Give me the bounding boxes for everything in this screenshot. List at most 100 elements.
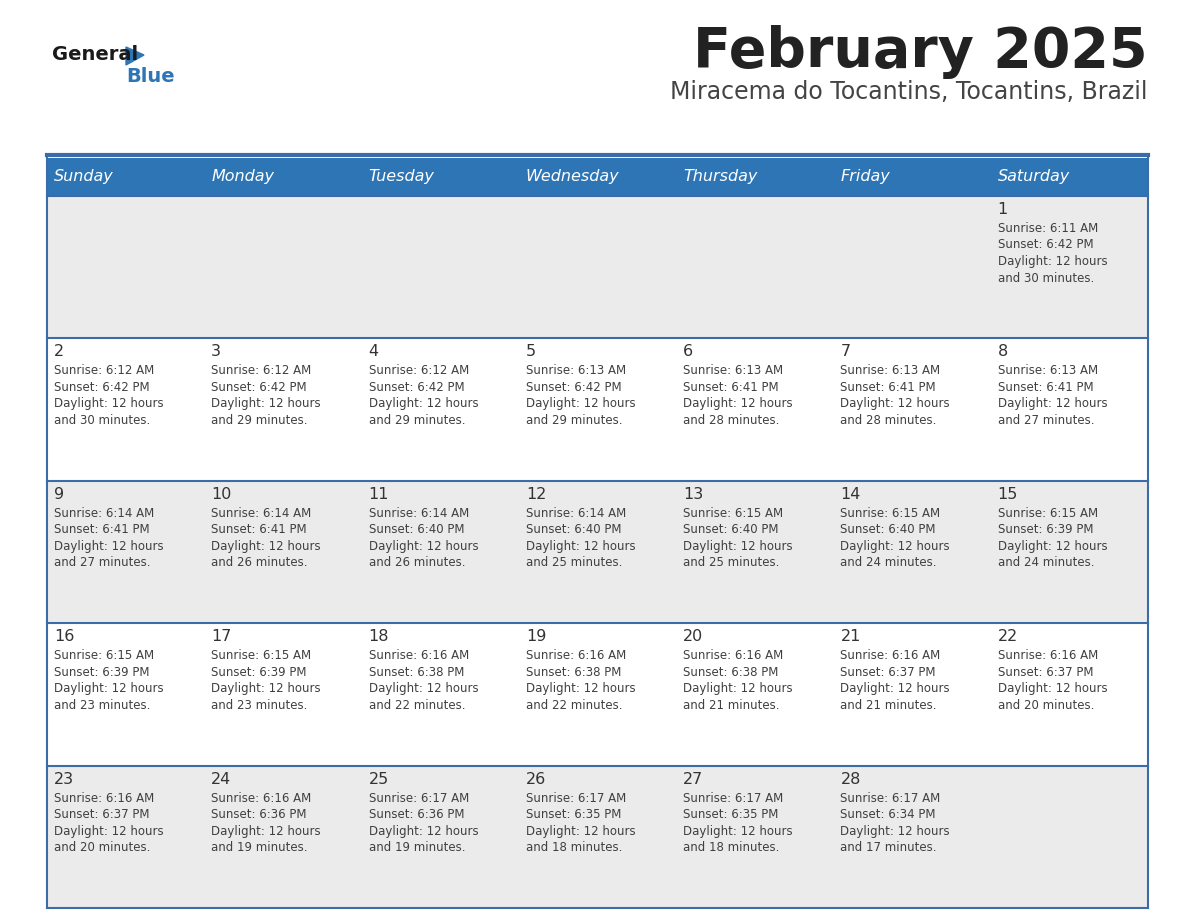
Text: 6: 6 (683, 344, 694, 360)
Text: 23: 23 (53, 772, 74, 787)
Text: Daylight: 12 hours: Daylight: 12 hours (53, 682, 164, 695)
Text: Daylight: 12 hours: Daylight: 12 hours (683, 682, 792, 695)
Bar (676, 766, 834, 908)
Polygon shape (126, 47, 144, 65)
Bar (991, 481, 1148, 623)
Bar (834, 339, 991, 481)
Bar (676, 623, 834, 766)
Text: and 30 minutes.: and 30 minutes. (53, 414, 150, 427)
Text: Sunset: 6:41 PM: Sunset: 6:41 PM (211, 523, 307, 536)
Bar (48, 766, 204, 908)
Bar (834, 158, 991, 196)
Text: and 27 minutes.: and 27 minutes. (998, 414, 1094, 427)
Text: Daylight: 12 hours: Daylight: 12 hours (840, 682, 950, 695)
Text: and 18 minutes.: and 18 minutes. (683, 841, 779, 854)
Bar (361, 158, 519, 196)
Text: Sunset: 6:36 PM: Sunset: 6:36 PM (368, 808, 465, 821)
Text: Sunrise: 6:15 AM: Sunrise: 6:15 AM (998, 507, 1098, 520)
Text: 16: 16 (53, 629, 75, 644)
Text: Daylight: 12 hours: Daylight: 12 hours (53, 824, 164, 837)
Bar (204, 766, 361, 908)
Text: and 29 minutes.: and 29 minutes. (368, 414, 465, 427)
Text: Sunrise: 6:16 AM: Sunrise: 6:16 AM (526, 649, 626, 662)
Text: Daylight: 12 hours: Daylight: 12 hours (998, 682, 1107, 695)
Bar (519, 339, 676, 481)
Text: Daylight: 12 hours: Daylight: 12 hours (53, 397, 164, 410)
Text: Miracema do Tocantins, Tocantins, Brazil: Miracema do Tocantins, Tocantins, Brazil (670, 80, 1148, 104)
Text: Sunrise: 6:13 AM: Sunrise: 6:13 AM (998, 364, 1098, 377)
Text: 21: 21 (840, 629, 861, 644)
Text: Sunrise: 6:16 AM: Sunrise: 6:16 AM (683, 649, 783, 662)
Bar (48, 623, 204, 766)
Text: 7: 7 (840, 344, 851, 360)
Text: 28: 28 (840, 772, 861, 787)
Text: Sunrise: 6:17 AM: Sunrise: 6:17 AM (683, 791, 783, 804)
Text: Sunset: 6:35 PM: Sunset: 6:35 PM (526, 808, 621, 821)
Text: Sunset: 6:40 PM: Sunset: 6:40 PM (526, 523, 621, 536)
Text: Sunset: 6:42 PM: Sunset: 6:42 PM (211, 381, 307, 394)
Text: 27: 27 (683, 772, 703, 787)
Bar (361, 766, 519, 908)
Text: Daylight: 12 hours: Daylight: 12 hours (368, 682, 479, 695)
Text: 17: 17 (211, 629, 232, 644)
Bar (48, 339, 204, 481)
Text: Daylight: 12 hours: Daylight: 12 hours (53, 540, 164, 553)
Text: Sunset: 6:39 PM: Sunset: 6:39 PM (211, 666, 307, 678)
Text: Sunset: 6:38 PM: Sunset: 6:38 PM (526, 666, 621, 678)
Text: 13: 13 (683, 487, 703, 502)
Bar (676, 158, 834, 196)
Text: Sunset: 6:40 PM: Sunset: 6:40 PM (683, 523, 778, 536)
Text: Daylight: 12 hours: Daylight: 12 hours (526, 540, 636, 553)
Text: and 23 minutes.: and 23 minutes. (211, 699, 308, 711)
Text: Sunrise: 6:13 AM: Sunrise: 6:13 AM (526, 364, 626, 377)
Text: Sunrise: 6:14 AM: Sunrise: 6:14 AM (526, 507, 626, 520)
Text: Sunset: 6:38 PM: Sunset: 6:38 PM (368, 666, 465, 678)
Text: and 28 minutes.: and 28 minutes. (683, 414, 779, 427)
Text: and 22 minutes.: and 22 minutes. (526, 699, 623, 711)
Text: Sunrise: 6:16 AM: Sunrise: 6:16 AM (53, 791, 154, 804)
Bar (48, 196, 204, 339)
Text: 2: 2 (53, 344, 64, 360)
Text: Sunrise: 6:14 AM: Sunrise: 6:14 AM (53, 507, 154, 520)
Text: 12: 12 (526, 487, 546, 502)
Bar (991, 196, 1148, 339)
Text: and 19 minutes.: and 19 minutes. (211, 841, 308, 854)
Text: 22: 22 (998, 629, 1018, 644)
Text: 4: 4 (368, 344, 379, 360)
Text: and 29 minutes.: and 29 minutes. (526, 414, 623, 427)
Text: Sunset: 6:42 PM: Sunset: 6:42 PM (998, 239, 1093, 252)
Bar (676, 481, 834, 623)
Bar (204, 623, 361, 766)
Text: Sunset: 6:39 PM: Sunset: 6:39 PM (998, 523, 1093, 536)
Text: Sunset: 6:42 PM: Sunset: 6:42 PM (526, 381, 621, 394)
Bar (519, 623, 676, 766)
Text: 3: 3 (211, 344, 221, 360)
Bar (204, 481, 361, 623)
Text: Sunset: 6:42 PM: Sunset: 6:42 PM (53, 381, 150, 394)
Text: 9: 9 (53, 487, 64, 502)
Text: Daylight: 12 hours: Daylight: 12 hours (211, 540, 321, 553)
Text: Daylight: 12 hours: Daylight: 12 hours (526, 824, 636, 837)
Text: and 25 minutes.: and 25 minutes. (526, 556, 623, 569)
Text: and 26 minutes.: and 26 minutes. (368, 556, 465, 569)
Bar (519, 766, 676, 908)
Text: and 17 minutes.: and 17 minutes. (840, 841, 937, 854)
Text: Daylight: 12 hours: Daylight: 12 hours (840, 540, 950, 553)
Text: 20: 20 (683, 629, 703, 644)
Text: Daylight: 12 hours: Daylight: 12 hours (526, 397, 636, 410)
Text: 1: 1 (998, 202, 1007, 217)
Text: Sunset: 6:38 PM: Sunset: 6:38 PM (683, 666, 778, 678)
Text: Daylight: 12 hours: Daylight: 12 hours (998, 540, 1107, 553)
Text: Daylight: 12 hours: Daylight: 12 hours (683, 824, 792, 837)
Text: Sunrise: 6:17 AM: Sunrise: 6:17 AM (840, 791, 941, 804)
Text: February 2025: February 2025 (694, 25, 1148, 79)
Text: Sunrise: 6:16 AM: Sunrise: 6:16 AM (998, 649, 1098, 662)
Text: and 28 minutes.: and 28 minutes. (840, 414, 937, 427)
Text: Sunrise: 6:15 AM: Sunrise: 6:15 AM (53, 649, 154, 662)
Text: General: General (52, 45, 138, 64)
Text: 14: 14 (840, 487, 861, 502)
Text: Daylight: 12 hours: Daylight: 12 hours (998, 255, 1107, 268)
Text: Sunrise: 6:14 AM: Sunrise: 6:14 AM (368, 507, 469, 520)
Text: and 24 minutes.: and 24 minutes. (998, 556, 1094, 569)
Text: Daylight: 12 hours: Daylight: 12 hours (683, 540, 792, 553)
